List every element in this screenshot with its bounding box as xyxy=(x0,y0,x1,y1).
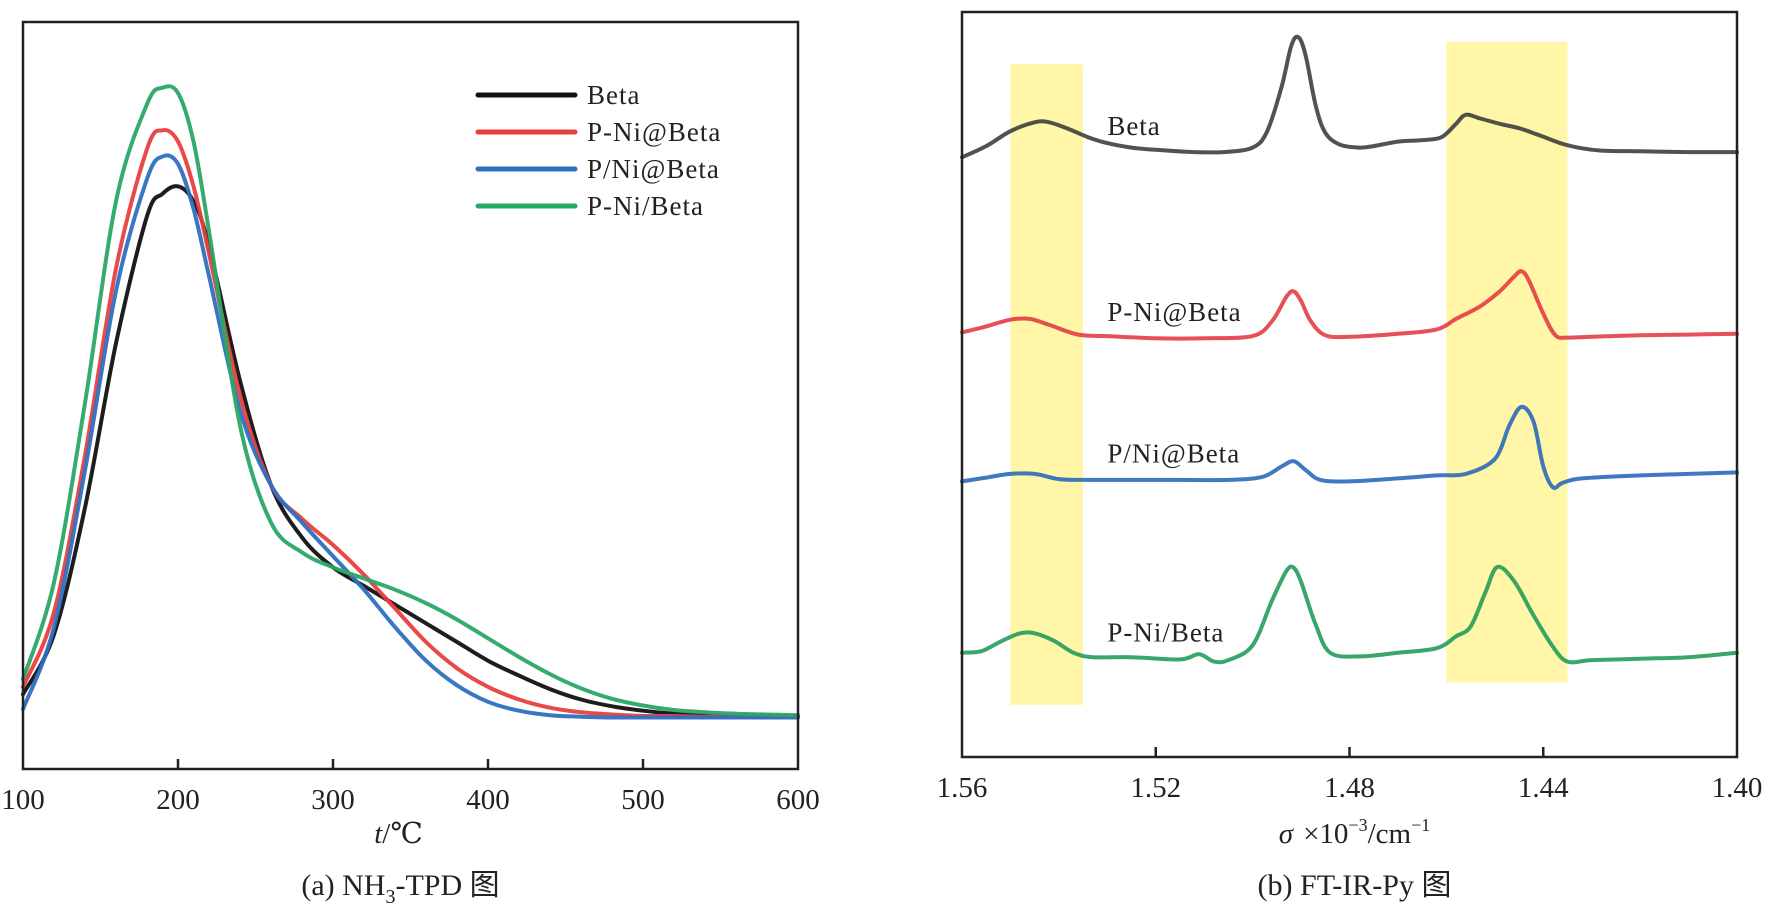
panel-b-x-ticks: 1.56 1.52 1.48 1.44 1.40 xyxy=(937,747,1763,804)
caption-subscript: 3 xyxy=(385,886,395,908)
series-label-p-ni-beta: P-Ni/Beta xyxy=(1107,618,1224,648)
caption-suffix: -TPD 图 xyxy=(395,869,499,902)
legend-label-p-ni-beta: P-Ni/Beta xyxy=(587,191,704,221)
panel-a-x-axis-title: t/℃ xyxy=(374,818,423,850)
panel-a-nh3-tpd: 100 200 300 400 500 600 Beta P-Ni@Beta P/Ni@Bet… xyxy=(1,20,820,908)
highlight-band-1 xyxy=(1010,64,1084,705)
series-label-p-ni-beta: P-Ni@Beta xyxy=(1107,297,1241,327)
panel-b-ft-ir-py: 1.56 1.52 1.48 1.44 1.40 Beta P-Ni@Beta P/Ni@B… xyxy=(937,10,1763,902)
x-tick-label: 1.48 xyxy=(1324,772,1375,804)
caption-prefix: (a) NH xyxy=(301,869,385,902)
x-axis-multiplier: ×10 xyxy=(1303,818,1348,850)
panel-b-x-axis-title: σ ×10−3/cm−1 xyxy=(1279,815,1430,850)
x-tick-label: 400 xyxy=(466,784,510,816)
spectrum-line-beta xyxy=(960,34,1739,160)
x-axis-exponent-1: −3 xyxy=(1348,815,1367,835)
panel-a-plot-frame xyxy=(21,20,800,771)
x-tick-label: 600 xyxy=(776,784,820,816)
x-tick-label: 1.40 xyxy=(1712,772,1763,804)
panel-a-caption: (a) NH3-TPD 图 xyxy=(301,869,499,908)
highlight-band-2 xyxy=(1446,41,1568,683)
x-tick-label: 1.56 xyxy=(937,772,988,804)
panel-a-series-layer xyxy=(21,84,800,720)
panel-b-caption: (b) FT-IR-Py 图 xyxy=(1258,869,1452,902)
spectrum-line-p-ni-beta xyxy=(960,564,1739,665)
x-tick-label: 300 xyxy=(311,784,355,816)
panel-a-legend: Beta P-Ni@Beta P/Ni@Beta P-Ni/Beta xyxy=(475,80,721,221)
x-tick-label: 200 xyxy=(156,784,200,816)
panel-b-series-labels: Beta P-Ni@Beta P/Ni@Beta P-Ni/Beta xyxy=(1107,111,1241,648)
x-axis-unit: /cm xyxy=(1368,818,1412,850)
spectrum-line-p-ni-beta xyxy=(960,269,1739,341)
series-line-p-ni-beta xyxy=(21,84,800,718)
series-label-p-ni-beta: P/Ni@Beta xyxy=(1107,439,1240,469)
x-tick-label: 500 xyxy=(621,784,665,816)
x-axis-variable: σ xyxy=(1279,818,1295,850)
spectrum-line-p-ni-beta xyxy=(960,404,1739,490)
legend-label-beta: Beta xyxy=(587,80,640,110)
x-axis-exponent-2: −1 xyxy=(1411,815,1430,835)
x-axis-unit: /℃ xyxy=(382,818,423,850)
panel-a-x-ticks: 100 200 300 400 500 600 xyxy=(1,759,820,816)
legend-label-p-ni-beta: P/Ni@Beta xyxy=(587,154,720,184)
legend-label-p-ni-beta: P-Ni@Beta xyxy=(587,117,721,147)
series-line-p-ni-beta xyxy=(21,153,800,720)
series-line-beta xyxy=(21,184,800,719)
x-tick-label: 1.52 xyxy=(1130,772,1181,804)
x-tick-label: 100 xyxy=(1,784,45,816)
x-tick-label: 1.44 xyxy=(1518,772,1569,804)
panel-b-highlight-bands xyxy=(1010,41,1568,705)
series-label-beta: Beta xyxy=(1107,111,1160,141)
panel-b-series-layer xyxy=(960,34,1739,665)
x-axis-variable: t xyxy=(374,818,383,850)
